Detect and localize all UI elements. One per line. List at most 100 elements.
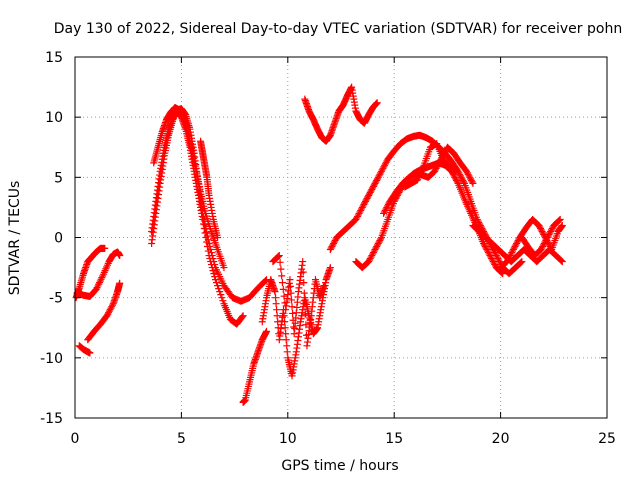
data-point: [492, 250, 500, 258]
data-point: [488, 256, 496, 264]
data-point: [371, 246, 379, 254]
y-tick-label: 0: [54, 231, 63, 247]
data-point: [328, 243, 336, 251]
data-point: [508, 249, 516, 257]
data-point: [369, 249, 377, 257]
data-point: [373, 99, 381, 107]
data-point: [365, 190, 373, 198]
data-point: [548, 224, 556, 232]
chart-title: Day 130 of 2022, Sidereal Day-to-day VTE…: [54, 21, 622, 37]
data-point: [281, 318, 289, 326]
data-point: [300, 279, 308, 287]
data-point: [355, 209, 363, 217]
data-point: [537, 226, 545, 234]
data-point: [274, 253, 282, 261]
data-point: [558, 221, 566, 229]
data-point: [373, 175, 381, 183]
data-point: [92, 285, 100, 293]
data-point: [272, 300, 280, 308]
data-point: [371, 179, 379, 187]
data-point: [282, 330, 290, 338]
data-point: [451, 173, 459, 181]
data-point: [200, 224, 208, 232]
data-point: [482, 244, 490, 252]
data-point: [384, 200, 392, 208]
series-arc-ridge: [197, 137, 222, 241]
data-point: [458, 175, 466, 183]
data-point: [330, 238, 338, 246]
data-point: [456, 172, 464, 180]
data-point: [278, 272, 286, 280]
data-point: [494, 255, 502, 263]
data-point: [199, 215, 207, 223]
data-point: [273, 306, 281, 314]
data-point: [538, 227, 546, 235]
data-point: [94, 282, 102, 290]
data-point: [365, 258, 373, 266]
data-point: [97, 275, 105, 283]
data-point: [364, 193, 372, 201]
data-point: [517, 258, 525, 266]
data-point: [93, 284, 101, 292]
data-point: [380, 208, 388, 216]
y-tick-label: 5: [54, 170, 63, 186]
data-point: [288, 296, 296, 304]
data-point: [276, 258, 284, 266]
data-point: [207, 258, 215, 266]
data-point: [469, 179, 477, 187]
data-point: [377, 235, 385, 243]
series-cluster-scatter: [269, 252, 328, 350]
data-point: [537, 246, 545, 254]
data-point: [320, 282, 328, 290]
data-point: [506, 252, 514, 260]
data-point: [435, 158, 443, 166]
data-point: [491, 261, 499, 269]
data-point: [95, 280, 103, 288]
data-point: [486, 252, 494, 260]
data-point: [360, 200, 368, 208]
data-point: [496, 258, 504, 266]
data-point: [432, 164, 440, 172]
data-point: [369, 250, 377, 258]
series-arc-early-mid: [73, 248, 124, 300]
data-point: [283, 342, 291, 350]
data-point: [542, 237, 550, 245]
y-tick-label: -15: [40, 411, 63, 427]
data-point: [363, 194, 371, 202]
x-axis-label: GPS time / hours: [281, 458, 398, 474]
data-point: [219, 297, 227, 305]
y-tick-label: 15: [45, 50, 63, 66]
data-point: [373, 243, 381, 251]
data-point: [109, 301, 117, 309]
data-point: [373, 176, 381, 184]
data-point: [353, 214, 361, 222]
y-axis-label: SDTVAR / TECUs: [7, 181, 23, 296]
data-point: [378, 166, 386, 174]
data-point: [302, 321, 310, 329]
data-point: [555, 217, 563, 225]
data-point: [278, 279, 286, 287]
data-point: [204, 247, 212, 255]
data-point: [510, 244, 518, 252]
data-point: [546, 229, 554, 237]
data-point: [369, 184, 377, 192]
y-tick-labels: -15 -10 -5 0 5 10 15: [40, 50, 63, 427]
data-point: [384, 202, 392, 210]
data-point: [434, 161, 442, 169]
data-point: [540, 240, 548, 248]
data-point: [380, 163, 388, 171]
data-point: [330, 240, 338, 248]
data-point: [290, 323, 298, 331]
data-point: [274, 252, 282, 260]
data-point: [374, 173, 382, 181]
data-point: [116, 279, 124, 287]
data-point: [374, 240, 382, 248]
data-point: [537, 224, 544, 232]
data-point: [286, 282, 294, 290]
data-point: [370, 247, 378, 255]
data-point: [207, 261, 215, 269]
data-point: [484, 247, 492, 255]
data-point: [547, 226, 555, 234]
data-point: [431, 167, 439, 175]
data-point: [493, 253, 501, 261]
